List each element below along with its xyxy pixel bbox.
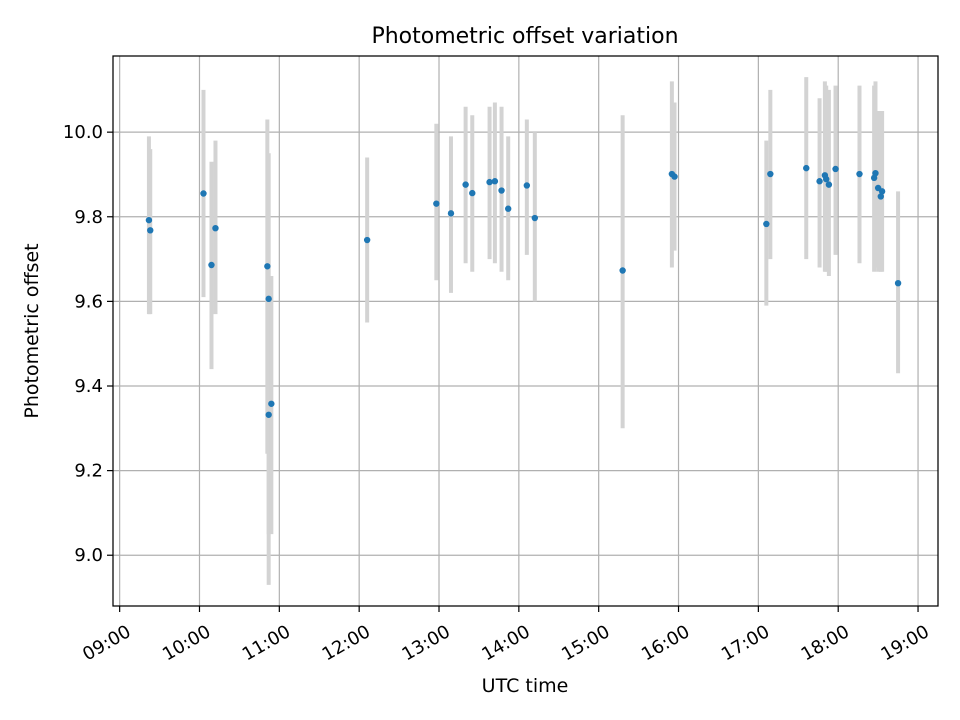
grid: [113, 56, 938, 606]
data-point: [265, 295, 272, 303]
data-point: [763, 220, 770, 228]
data-point: [505, 205, 512, 212]
data-point: [486, 178, 493, 186]
data-point: [265, 411, 272, 418]
data-point: [363, 236, 371, 244]
data-point: [498, 187, 505, 194]
data-point: [433, 200, 440, 207]
data-point: [531, 214, 539, 222]
y-axis-label: Photometric offset: [21, 243, 43, 418]
data-points: [145, 164, 902, 418]
data-point: [212, 224, 219, 232]
chart-title: Photometric offset variation: [371, 24, 678, 49]
data-point: [208, 261, 215, 269]
data-point: [856, 170, 863, 178]
data-point: [832, 165, 839, 173]
data-point: [894, 279, 902, 287]
y-tick-label: 9.6: [74, 291, 103, 312]
y-tick-label: 9.0: [74, 545, 103, 566]
data-point: [767, 170, 774, 178]
data-point: [823, 175, 830, 183]
data-point: [803, 164, 810, 172]
data-point: [619, 267, 626, 274]
y-tick-label: 10.0: [63, 122, 103, 143]
x-axis-label: UTC time: [482, 675, 569, 697]
data-point: [469, 189, 476, 197]
data-point: [268, 400, 275, 407]
plot-frame: [112, 55, 939, 607]
y-tick-label: 9.4: [74, 376, 103, 397]
data-point: [877, 193, 884, 200]
data-point: [145, 216, 153, 224]
data-point: [264, 263, 271, 270]
data-point: [447, 210, 455, 217]
data-point: [491, 178, 499, 185]
data-point: [878, 188, 886, 195]
data-point: [523, 182, 531, 189]
data-point: [462, 181, 469, 188]
data-point: [825, 181, 833, 188]
data-point: [872, 169, 879, 177]
data-point: [200, 190, 207, 197]
y-tick-label: 9.2: [74, 461, 103, 482]
data-point: [147, 227, 154, 234]
y-tick-label: 9.8: [74, 207, 103, 228]
data-point: [816, 178, 823, 185]
data-point: [671, 173, 678, 180]
